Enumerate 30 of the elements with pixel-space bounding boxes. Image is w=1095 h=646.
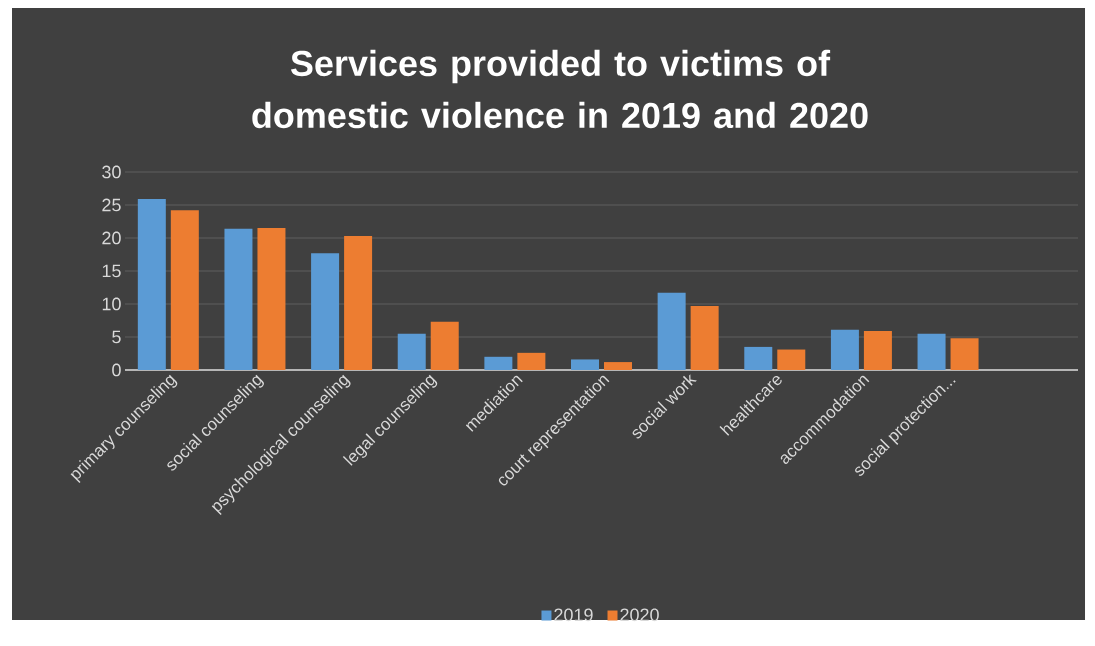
bar <box>777 349 806 370</box>
bar <box>657 292 686 370</box>
bar <box>397 333 426 370</box>
bar <box>311 253 340 370</box>
bar <box>137 199 166 370</box>
bar <box>690 305 719 370</box>
bar <box>224 228 253 370</box>
bar <box>517 352 546 370</box>
y-tick-label: 0 <box>112 363 121 377</box>
bar <box>863 331 892 370</box>
bar <box>950 338 979 370</box>
legend-label: 2020 <box>620 608 659 622</box>
bar <box>744 346 773 370</box>
bar <box>604 362 632 370</box>
y-tick-label: 15 <box>102 264 121 278</box>
y-tick-label: 30 <box>102 165 121 179</box>
chart-title: Services provided to victims of domestic violence in 2019 and 2020 <box>252 49 868 129</box>
bar <box>571 359 600 370</box>
bar <box>430 321 459 370</box>
y-tick-label: 20 <box>102 231 121 245</box>
y-tick-label: 5 <box>112 330 121 344</box>
y-tick-label: 25 <box>102 198 121 212</box>
legend-label: 2019 <box>554 608 593 622</box>
bar <box>344 236 373 370</box>
bar <box>257 228 286 370</box>
bar <box>484 356 513 370</box>
bar <box>830 329 859 370</box>
y-tick-label: 10 <box>102 297 121 311</box>
bar <box>170 210 199 370</box>
bar <box>917 333 946 370</box>
